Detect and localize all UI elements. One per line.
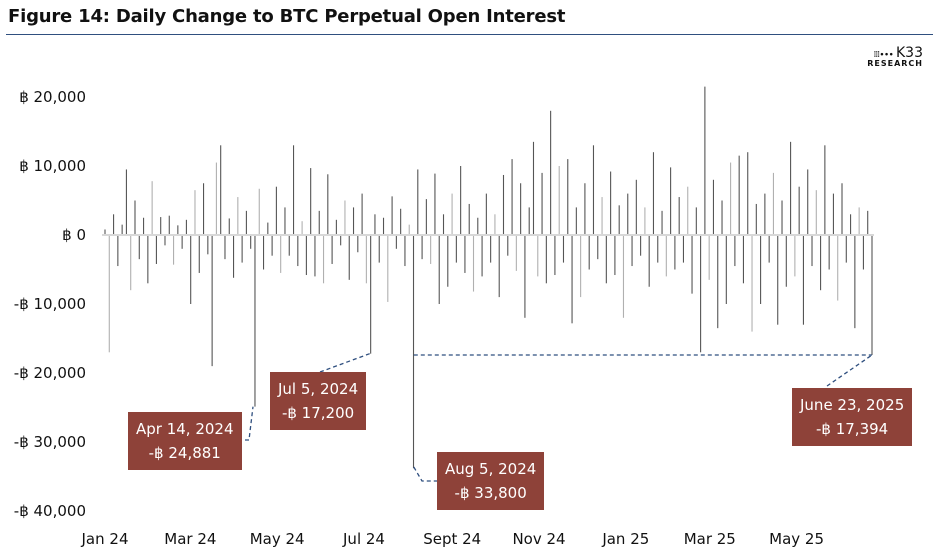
y-tick-label: ฿ 0 xyxy=(62,226,86,244)
annotation-leader-line xyxy=(238,406,254,441)
logo-sub: RESEARCH xyxy=(867,59,923,68)
annotation-date: Jul 5, 2024 xyxy=(278,380,359,398)
annotation-date: June 23, 2025 xyxy=(800,396,905,414)
y-tick-label: -฿ 40,000 xyxy=(13,502,86,520)
annotation-aug-5: Aug 5, 2024 -฿ 33,800 xyxy=(437,452,545,510)
logo-dots-icon: ⁞⁞⁞∙∙∙ xyxy=(873,50,895,60)
annotation-leader-line xyxy=(413,466,437,482)
x-tick-label: Sept 24 xyxy=(423,530,482,548)
y-tick-label: ฿ 20,000 xyxy=(19,88,86,106)
logo-name: K33 xyxy=(896,45,923,61)
annotation-value: -฿ 17,200 xyxy=(281,404,355,422)
y-tick-label: -฿ 30,000 xyxy=(13,433,86,451)
x-tick-label: May 25 xyxy=(769,530,825,548)
x-tick-label: Mar 24 xyxy=(164,530,217,548)
annotation-date: Apr 14, 2024 xyxy=(136,420,234,438)
x-tick-label: Jul 24 xyxy=(343,530,385,548)
annotation-date: Aug 5, 2024 xyxy=(445,460,537,478)
x-tick-label: Jan 25 xyxy=(602,530,650,548)
annotation-value: -฿ 24,881 xyxy=(148,444,221,462)
x-tick-label: May 24 xyxy=(249,530,305,548)
y-tick-label: ฿ 10,000 xyxy=(19,157,86,175)
annotation-value: -฿ 33,800 xyxy=(454,484,527,502)
annotation-value: -฿ 17,394 xyxy=(816,420,889,438)
x-tick-label: Mar 25 xyxy=(683,530,736,548)
annotation-leader-line xyxy=(319,353,370,373)
annotation-leader-line xyxy=(826,354,873,387)
x-tick-label: Nov 24 xyxy=(512,530,566,548)
annotation-jul-5: Jul 5, 2024 -฿ 17,200 xyxy=(270,372,367,430)
x-tick-label: Jan 24 xyxy=(81,530,129,548)
chart-title: Figure 14: Daily Change to BTC Perpetual… xyxy=(8,6,566,27)
k33-logo: ⁞⁞⁞∙∙∙ K33 RESEARCH xyxy=(867,46,923,68)
y-tick-label: -฿ 10,000 xyxy=(13,295,86,313)
annotation-jun-23: June 23, 2025 -฿ 17,394 xyxy=(792,388,913,446)
title-rule xyxy=(6,34,933,35)
annotation-apr-14: Apr 14, 2024 -฿ 24,881 xyxy=(128,412,242,470)
y-tick-label: -฿ 20,000 xyxy=(13,364,86,382)
